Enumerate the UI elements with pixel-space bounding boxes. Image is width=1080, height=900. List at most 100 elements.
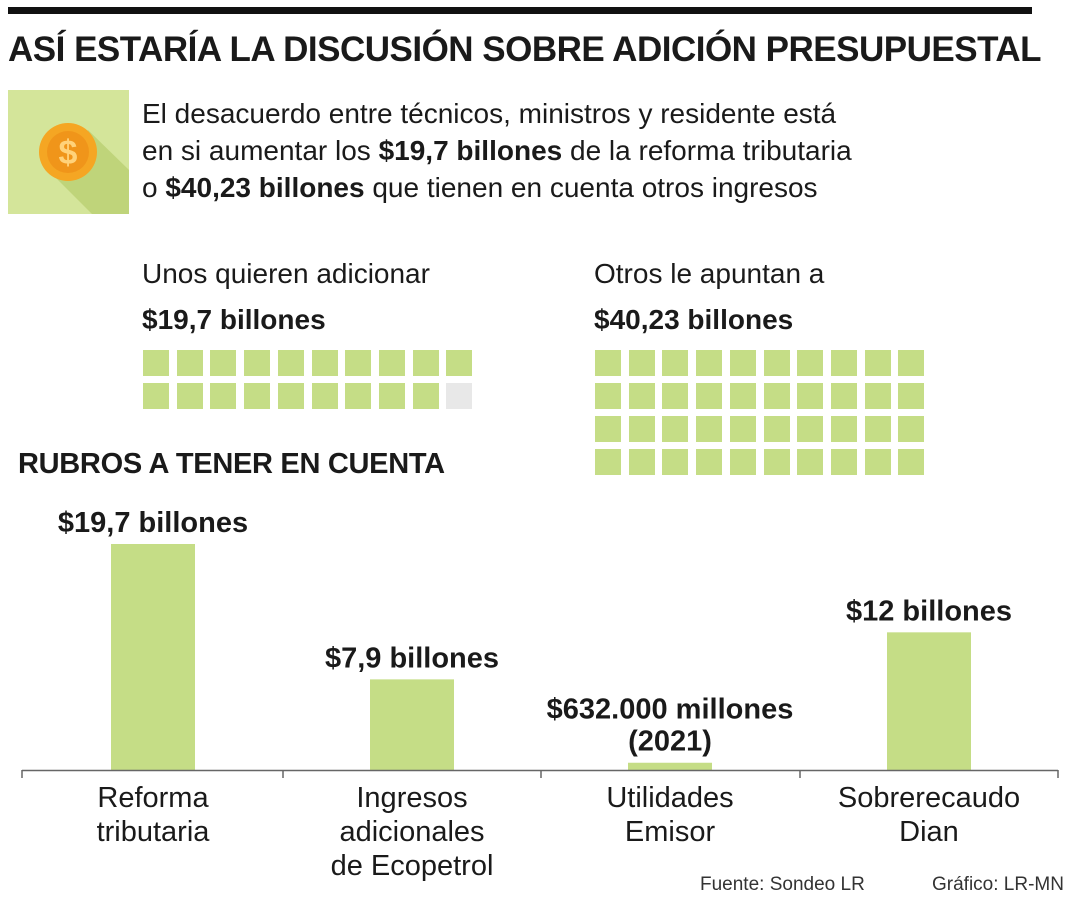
waffle-cell — [763, 449, 790, 475]
section-subtitle: RUBROS A TENER EN CUENTA — [18, 448, 445, 480]
waffle-cell — [311, 350, 338, 376]
waffle-cell — [628, 350, 655, 376]
waffle-cell — [277, 383, 304, 409]
waffle-cell — [830, 383, 857, 409]
waffle-cell — [729, 350, 756, 376]
data-label: (2021) — [628, 726, 712, 758]
waffle-cell — [830, 449, 857, 475]
waffle-cell — [595, 416, 621, 442]
waffle-cell — [864, 383, 891, 409]
waffle-cell — [143, 383, 169, 409]
waffle-cell — [696, 449, 723, 475]
category-label: Dian — [899, 816, 959, 848]
category-label: Emisor — [625, 816, 716, 848]
waffle-cell — [864, 416, 891, 442]
waffle-cell — [797, 350, 824, 376]
waffle-cell — [763, 416, 790, 442]
coin-glyph: $ — [59, 134, 78, 172]
coin-icon-panel: $ — [8, 90, 129, 214]
category-label: de Ecopetrol — [331, 850, 494, 882]
category-label: Ingresos — [356, 782, 467, 814]
waffle-cell — [595, 383, 621, 409]
waffle-cell — [729, 416, 756, 442]
waffle-cell — [412, 350, 439, 376]
bar — [628, 762, 712, 770]
waffle-cell — [378, 350, 405, 376]
data-label: $12 billones — [846, 595, 1012, 627]
waffle-cell — [345, 350, 372, 376]
waffle-cell — [446, 350, 473, 376]
waffle-cell — [277, 350, 304, 376]
waffle-cell — [830, 416, 857, 442]
waffle-cell — [696, 383, 723, 409]
waffle-cell — [244, 350, 271, 376]
intro-line-3-pre: o — [142, 172, 166, 203]
waffle-cell — [696, 416, 723, 442]
intro-text: El desacuerdo entre técnicos, ministros … — [142, 95, 1062, 206]
waffle-cell — [628, 383, 655, 409]
waffle-cell — [898, 350, 925, 376]
category-label: Utilidades — [606, 782, 733, 814]
bar — [370, 679, 454, 770]
waffle-cell — [143, 350, 169, 376]
waffle-cell — [729, 449, 756, 475]
waffle-cell — [696, 350, 723, 376]
bar — [111, 544, 195, 770]
waffle-cell — [595, 350, 621, 376]
waffle-cell — [628, 449, 655, 475]
waffle-cell — [763, 350, 790, 376]
group-left-label: Unos quieren adicionar — [142, 258, 430, 289]
waffle-cell — [662, 449, 689, 475]
waffle-cell — [378, 383, 405, 409]
intro-line-1: El desacuerdo entre técnicos, ministros … — [142, 98, 837, 129]
waffle-cell — [662, 416, 689, 442]
waffle-cell — [864, 449, 891, 475]
intro-line-3-post: que tienen en cuenta otros ingresos — [364, 172, 818, 203]
coin-dollar-icon: $ — [39, 123, 129, 214]
waffle-cell — [628, 416, 655, 442]
waffle-cell — [412, 383, 439, 409]
category-label: Sobrerecaudo — [838, 782, 1020, 814]
source-text: Fuente: Sondeo LR — [700, 874, 865, 895]
category-label: tributaria — [97, 816, 211, 848]
waffle-cell — [595, 449, 621, 475]
waffle-cell — [345, 383, 372, 409]
waffle-cell — [662, 383, 689, 409]
page-title: ASÍ ESTARÍA LA DISCUSIÓN SOBRE ADICIÓN P… — [8, 30, 1042, 69]
waffle-cell — [446, 383, 473, 409]
waffle-cell — [898, 449, 925, 475]
intro-amount-2: $40,23 billones — [165, 172, 365, 203]
intro-amount-1: $19,7 billones — [378, 135, 563, 166]
waffle-cell — [830, 350, 857, 376]
group-right-label: Otros le apuntan a — [594, 258, 825, 289]
waffle-cell — [210, 383, 237, 409]
top-rule — [8, 7, 1032, 14]
waffle-cell — [797, 449, 824, 475]
waffle-cell — [797, 383, 824, 409]
waffle-cell — [898, 416, 925, 442]
waffle-cell — [898, 383, 925, 409]
waffle-cell — [311, 383, 338, 409]
category-label: adicionales — [339, 816, 484, 848]
credit-text: Gráfico: LR-MN — [932, 874, 1064, 895]
waffle-cell — [662, 350, 689, 376]
group-right-value: $40,23 billones — [594, 304, 794, 335]
intro-line-3: o $40,23 billones que tienen en cuenta o… — [142, 169, 1062, 206]
data-label: $632.000 millones — [547, 694, 794, 726]
waffle-cell — [176, 350, 203, 376]
category-label: Reforma — [97, 782, 209, 814]
waffle-cell — [763, 383, 790, 409]
bar — [887, 632, 971, 770]
waffle-cell — [729, 383, 756, 409]
group-left-value: $19,7 billones — [142, 304, 326, 335]
waffle-cell — [864, 350, 891, 376]
intro-line-2-post: de la reforma tributaria — [562, 135, 852, 166]
intro-line-2-pre: en si aumentar los — [142, 135, 379, 166]
waffle-cell — [797, 416, 824, 442]
waffle-cell — [210, 350, 237, 376]
intro-line-2: en si aumentar los $19,7 billones de la … — [142, 132, 1062, 169]
waffle-cell — [244, 383, 271, 409]
data-label: $19,7 billones — [58, 507, 248, 539]
data-label: $7,9 billones — [325, 642, 499, 674]
